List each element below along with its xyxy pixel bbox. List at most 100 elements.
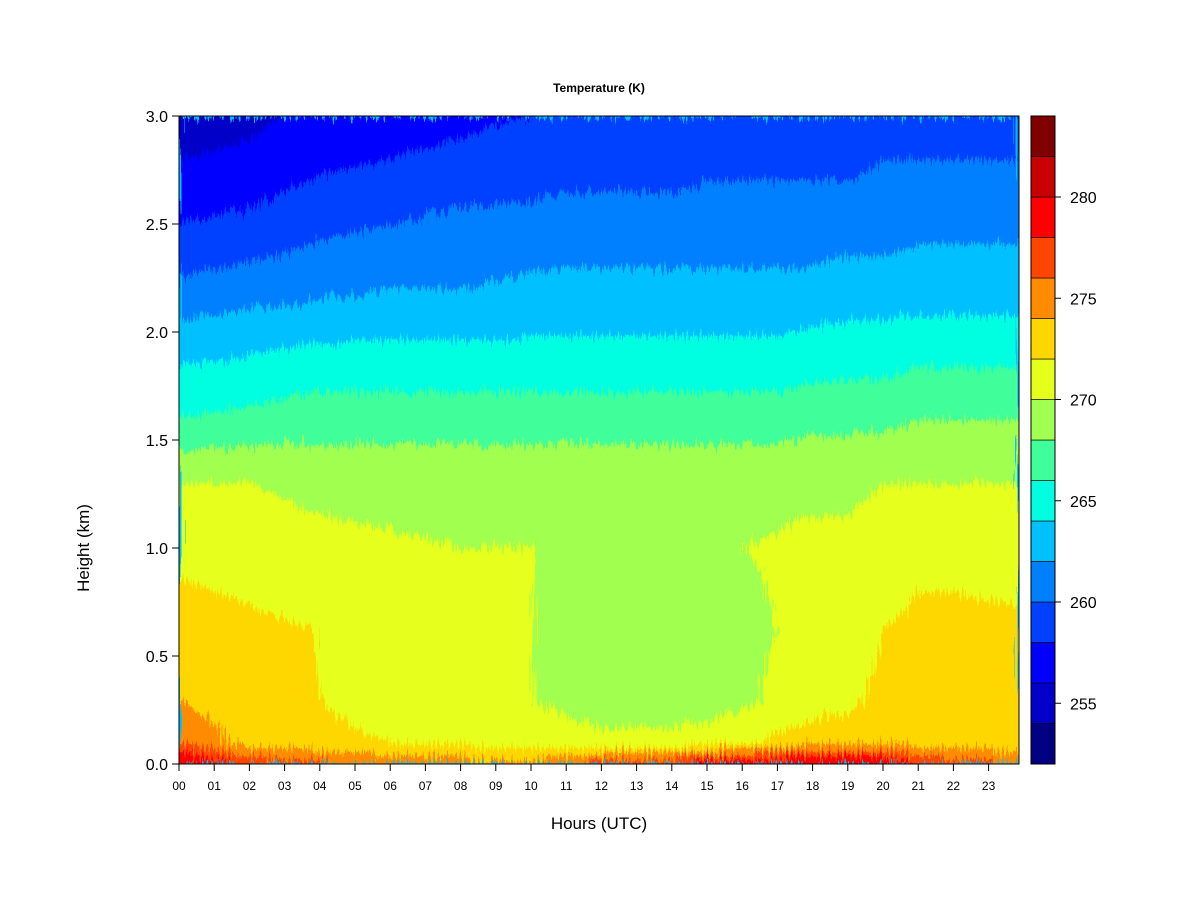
heatmap-cell (257, 116, 264, 121)
heatmap-cell (227, 412, 234, 417)
heatmap-cell (179, 692, 186, 697)
heatmap-cell (359, 212, 366, 217)
heatmap-cell (209, 612, 216, 617)
heatmap-cell (263, 528, 270, 533)
heatmap-cell (329, 348, 336, 353)
heatmap-cell (209, 644, 216, 649)
heatmap-cell (341, 592, 348, 597)
heatmap-cell (185, 376, 192, 381)
heatmap-cell (215, 512, 222, 517)
heatmap-cell (323, 240, 330, 245)
heatmap-cell (221, 756, 228, 761)
heatmap-cell (311, 612, 318, 617)
heatmap-cell (209, 708, 216, 713)
heatmap-cell (269, 192, 276, 197)
heatmap-cell (293, 148, 300, 153)
heatmap-cell (299, 224, 306, 229)
heatmap-cell (347, 356, 354, 361)
heatmap-cell (221, 736, 228, 741)
heatmap-cell (347, 472, 354, 477)
heatmap-cell (269, 492, 276, 497)
heatmap-cell (245, 172, 252, 177)
heatmap-cell (335, 588, 342, 593)
heatmap-cell (239, 508, 246, 513)
heatmap-cell (359, 220, 366, 225)
heatmap-cell (311, 140, 318, 145)
heatmap-cell (329, 312, 336, 317)
heatmap-cell (215, 688, 222, 693)
heatmap-cell (215, 556, 222, 561)
heatmap-cell (221, 544, 228, 549)
heatmap-cell (227, 732, 234, 737)
heatmap-cell (269, 612, 276, 617)
heatmap-cell (311, 116, 318, 121)
heatmap-cell (221, 568, 228, 573)
heatmap-cell (239, 536, 246, 541)
heatmap-cell (191, 408, 198, 413)
heatmap-cell (263, 524, 270, 529)
heatmap-cell (251, 216, 258, 221)
heatmap-cell (191, 216, 198, 221)
heatmap-cell (353, 716, 360, 721)
heatmap-cell (317, 592, 324, 597)
heatmap-cell (197, 756, 204, 761)
heatmap-cell (311, 400, 318, 405)
heatmap-cell (185, 420, 192, 425)
heatmap-cell (239, 756, 246, 761)
heatmap-cell (293, 492, 300, 497)
heatmap-cell (359, 464, 366, 469)
heatmap-cell (341, 572, 348, 577)
heatmap-cell (299, 468, 306, 473)
heatmap-cell (293, 576, 300, 581)
heatmap-cell (221, 172, 228, 177)
heatmap-cell (347, 572, 354, 577)
heatmap-cell (341, 688, 348, 693)
heatmap-cell (239, 632, 246, 637)
heatmap-cell (359, 176, 366, 181)
heatmap-cell (245, 652, 252, 657)
heatmap-cell (335, 696, 342, 701)
heatmap-cell (293, 580, 300, 585)
heatmap-cell (347, 288, 354, 293)
heatmap-cell (293, 156, 300, 161)
heatmap-cell (203, 424, 210, 429)
heatmap-cell (185, 232, 192, 237)
heatmap-cell (305, 132, 312, 137)
heatmap-cell (317, 160, 324, 165)
heatmap-cell (305, 580, 312, 585)
heatmap-cell (239, 480, 246, 485)
heatmap-cell (233, 160, 240, 165)
heatmap-cell (215, 592, 222, 597)
heatmap-cell (251, 192, 258, 197)
heatmap-cell (323, 512, 330, 517)
heatmap-cell (323, 556, 330, 561)
heatmap-cell (215, 580, 222, 585)
heatmap-cell (179, 444, 186, 449)
heatmap-cell (239, 412, 246, 417)
heatmap-cell (221, 440, 228, 445)
heatmap-cell (353, 348, 360, 353)
heatmap-cell (227, 436, 234, 441)
heatmap-cell (281, 168, 288, 173)
heatmap-cell (287, 444, 294, 449)
heatmap-cell (305, 532, 312, 537)
heatmap-cell (233, 260, 240, 265)
heatmap-cell (323, 608, 330, 613)
heatmap-cell (245, 364, 252, 369)
heatmap-cell (299, 460, 306, 465)
heatmap-cell (227, 340, 234, 345)
heatmap-cell (323, 120, 330, 125)
heatmap-cell (341, 368, 348, 373)
heatmap-cell (293, 120, 300, 125)
heatmap-cell (179, 452, 186, 457)
heatmap-cell (269, 656, 276, 661)
heatmap-cell (185, 724, 192, 729)
heatmap-cell (347, 176, 354, 181)
heatmap-cell (335, 372, 342, 377)
heatmap-cell (215, 272, 222, 277)
heatmap-cell (275, 276, 282, 281)
heatmap-cell (353, 632, 360, 637)
heatmap-cell (335, 632, 342, 637)
heatmap-cell (227, 484, 234, 489)
heatmap-cell (359, 412, 366, 417)
